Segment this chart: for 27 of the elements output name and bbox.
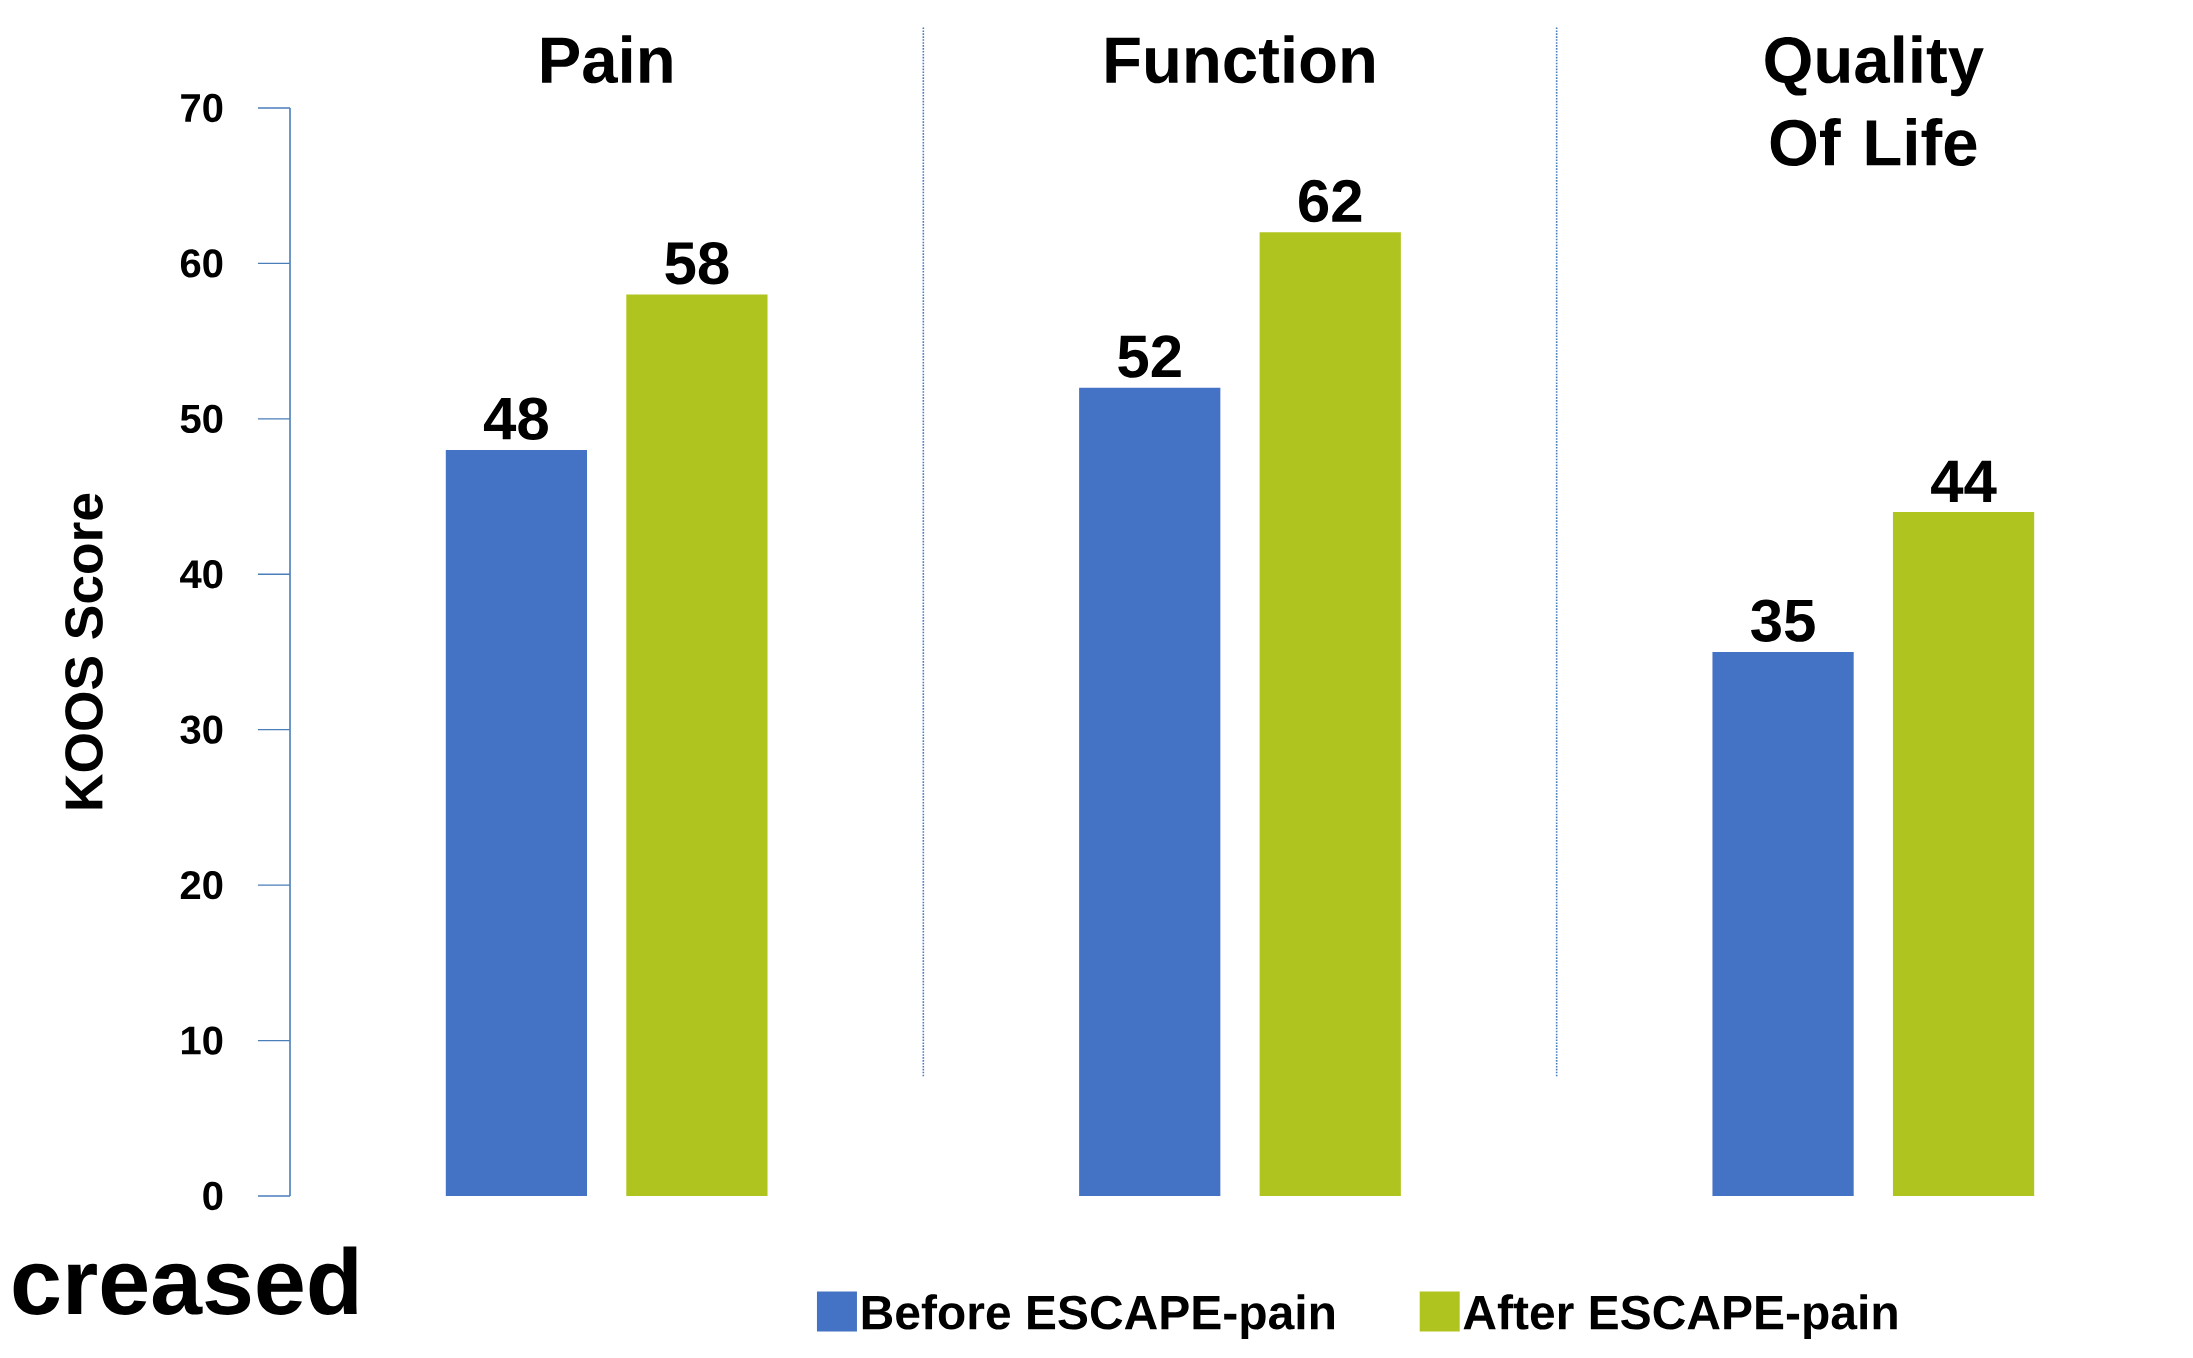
legend-label: After ESCAPE-pain [1463, 1294, 1897, 1340]
y-tick-label: 70 [181, 93, 223, 123]
bar [1259, 232, 1401, 1196]
data-label: 35 [1751, 599, 1815, 642]
y-tick-label: 20 [180, 870, 223, 900]
y-axis-title: KOOS Score [65, 493, 103, 809]
x-tick-label: Quality Of Life [1765, 35, 1984, 167]
bar [1892, 512, 2035, 1196]
bar [445, 449, 588, 1196]
x-tick-label: Pain [542, 35, 672, 84]
data-label: 62 [1299, 179, 1362, 223]
y-tick-label: 0 [203, 1181, 223, 1211]
y-tick-label: 50 [180, 404, 223, 434]
legend-label: Before ESCAPE-pain [862, 1294, 1334, 1340]
bar [626, 294, 768, 1196]
data-label: 48 [483, 397, 548, 440]
data-label: 52 [1118, 335, 1181, 378]
bar [1079, 387, 1221, 1196]
x-tick-label: Function [1106, 35, 1374, 84]
data-label: 44 [1931, 460, 1997, 503]
y-tick-label: 30 [180, 715, 223, 744]
bar [1712, 651, 1854, 1196]
data-label: 58 [665, 241, 729, 285]
text: creased [13, 1246, 357, 1315]
y-tick-label: 10 [181, 1026, 223, 1055]
y-tick-label: 40 [180, 560, 223, 589]
y-tick-label: 60 [180, 249, 223, 278]
